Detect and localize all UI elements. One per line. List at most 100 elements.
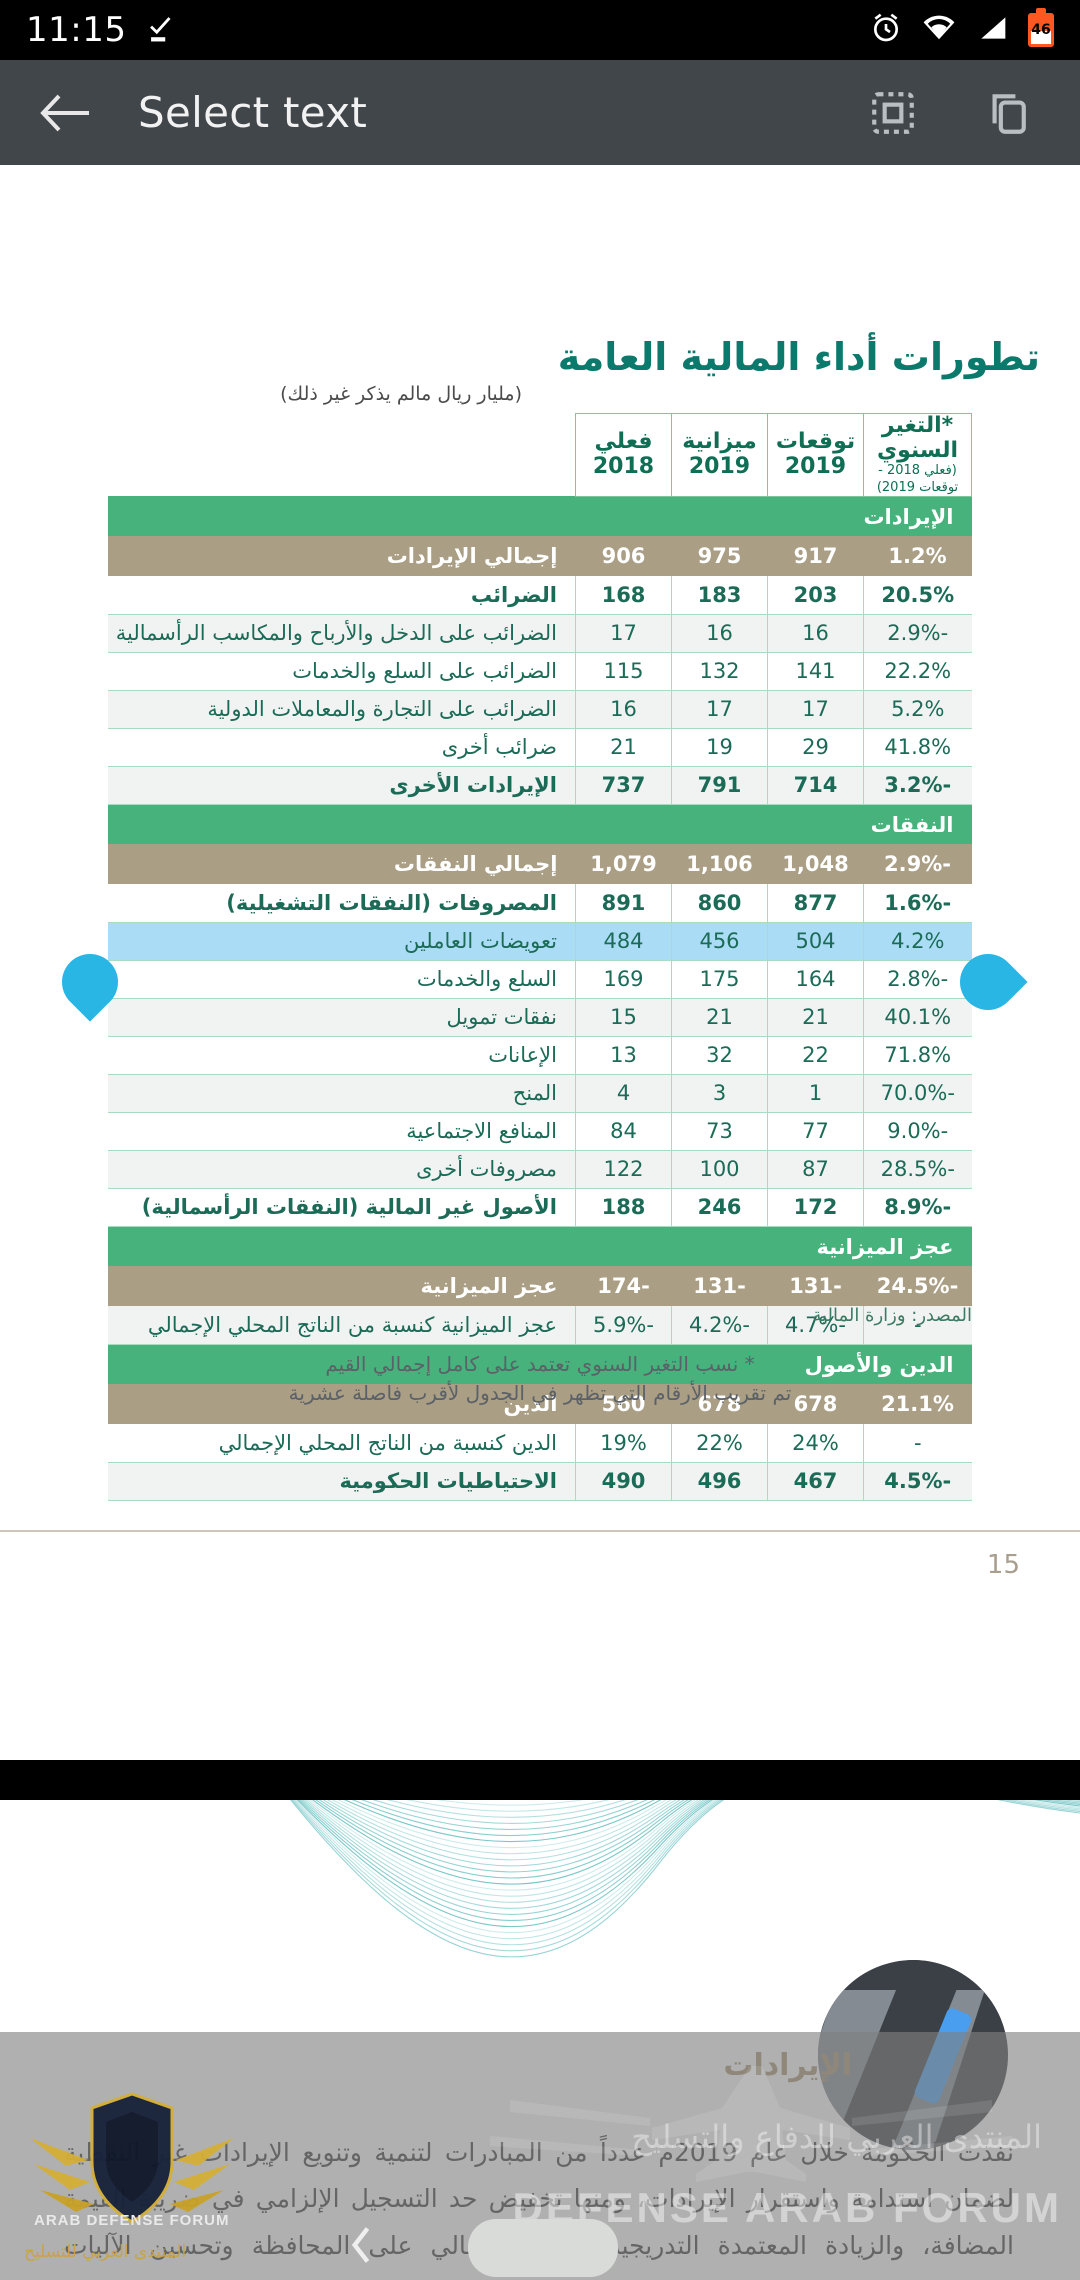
- cell-forecast-2019: 17: [767, 690, 864, 729]
- table-row[interactable]: -3.2% 714 791 737 الإيرادات الأخرى: [108, 766, 972, 805]
- header-cell-forecast-2019: توقعات 2019: [767, 413, 864, 497]
- nav-back-icon[interactable]: [340, 2223, 384, 2271]
- cell-actual-2018: 188: [575, 1188, 672, 1227]
- cell-actual-2018: 560: [575, 1384, 672, 1425]
- cell-forecast-2019: 917: [767, 536, 864, 577]
- status-left-icons: [144, 11, 178, 49]
- table-row[interactable]: 41.8% 29 19 21 ضرائب أخرى: [108, 728, 972, 767]
- alarm-icon: [870, 12, 902, 48]
- document-page[interactable]: تطورات أداء المالية العامة (مليار ريال م…: [0, 165, 1080, 1760]
- cell-change: 71.8%: [863, 1036, 972, 1075]
- cell-actual-2018: 84: [575, 1112, 672, 1151]
- cell-forecast-2019: 203: [767, 576, 864, 615]
- table-row[interactable]: - -4.7% -4.2% -5.9% عجز الميزانية كنسبة من ا…: [108, 1306, 972, 1345]
- table-row[interactable]: 22.2% 141 132 115 الضرائب على السلع والخدمات: [108, 652, 972, 691]
- cell-budget-2019: 246: [671, 1188, 768, 1227]
- wave-decoration: [290, 1800, 1080, 1958]
- header-cell-change: *التغير السنوي (فعلي 2018 - توقعات 2019): [863, 413, 972, 497]
- back-arrow-icon[interactable]: [34, 82, 96, 144]
- cell-budget-2019: 3: [671, 1074, 768, 1113]
- table-row[interactable]: 5.2% 17 17 16 الضرائب على التجارة والمعاملات…: [108, 690, 972, 729]
- cell-budget-2019: 175: [671, 960, 768, 999]
- section-band-label: النفقات: [108, 804, 972, 845]
- cell-budget-2019: 975: [671, 536, 768, 577]
- cell-actual-2018: 737: [575, 766, 672, 805]
- table-row[interactable]: الإيرادات: [108, 496, 972, 537]
- cell-budget-2019: 496: [671, 1462, 768, 1501]
- table-row[interactable]: الدين والأصول: [108, 1344, 972, 1385]
- cell-budget-2019: 100: [671, 1150, 768, 1189]
- cell-actual-2018: 17: [575, 614, 672, 653]
- table-row[interactable]: -2.8% 164 175 169 السلع والخدمات: [108, 960, 972, 999]
- header-forecast-main: توقعات: [775, 429, 856, 455]
- cell-forecast-2019: 467: [767, 1462, 864, 1501]
- cell-label: الضرائب على التجارة والمعاملات الدولية: [108, 690, 576, 729]
- table-row[interactable]: -2.9% 16 16 17 الضرائب على الدخل والأرباح وا…: [108, 614, 972, 653]
- cell-change: 20.5%: [863, 576, 972, 615]
- table-row[interactable]: 40.1% 21 21 15 نفقات تمويل: [108, 998, 972, 1037]
- footnote-2: تم تقريب الأرقام التي تظهر في الجدول لأق…: [288, 1381, 792, 1405]
- jet-watermark: [490, 2066, 1012, 2182]
- table-row[interactable]: -2.9% 1,048 1,106 1,079 إجمالي النفقات: [108, 844, 972, 885]
- cell-label: عجز الميزانية كنسبة من الناتج المحلي الإ…: [108, 1306, 576, 1345]
- page-number: 15: [986, 1550, 1020, 1580]
- cell-label: إجمالي الإيرادات: [108, 536, 576, 577]
- footnote-1: * نسب التغير السنوي تعتمد على كامل إجمال…: [325, 1352, 755, 1376]
- cell-forecast-2019: -4.7%: [767, 1306, 864, 1345]
- cell-label: الضرائب: [108, 576, 576, 615]
- table-row[interactable]: -24.5% -131 -131 -174 عجز الميزانية: [108, 1266, 972, 1307]
- table-row[interactable]: 71.8% 22 32 13 الإعانات: [108, 1036, 972, 1075]
- cell-budget-2019: 17: [671, 690, 768, 729]
- table-row[interactable]: النفقات: [108, 804, 972, 845]
- table-row[interactable]: -24% 22% 19% الدين كنسبة من الناتج المحلي ا…: [108, 1424, 972, 1463]
- app-bar-actions: [862, 82, 1036, 144]
- table-row[interactable]: 21.1% 678 678 560 الدين: [108, 1384, 972, 1425]
- cell-change: 21.1%: [863, 1384, 972, 1425]
- table-row[interactable]: -28.5% 87 100 122 مصروفات أخرى: [108, 1150, 972, 1189]
- cell-actual-2018: 19%: [575, 1424, 672, 1463]
- cell-forecast-2019: 172: [767, 1188, 864, 1227]
- cell-label: تعويضات العاملين: [108, 922, 576, 961]
- cell-actual-2018: 16: [575, 690, 672, 729]
- header-cell-label: [108, 414, 576, 497]
- cell-forecast-2019: 164: [767, 960, 864, 999]
- status-time: 11:15: [26, 10, 127, 50]
- table-row[interactable]: 4.2% 504 456 484 تعويضات العاملين: [108, 922, 972, 961]
- cell-forecast-2019: -131: [767, 1266, 864, 1307]
- cell-actual-2018: -174: [575, 1266, 672, 1307]
- cell-label: الإعانات: [108, 1036, 576, 1075]
- header-cell-budget-2019: ميزانية 2019: [671, 413, 768, 497]
- cell-change: 5.2%: [863, 690, 972, 729]
- header-forecast-year: 2019: [784, 453, 847, 479]
- table-row[interactable]: 20.5% 203 183 168 الضرائب: [108, 576, 972, 615]
- cell-label: المصروفات (النفقات التشغيلية): [108, 884, 576, 923]
- financial-table[interactable]: *التغير السنوي (فعلي 2018 - توقعات 2019)…: [108, 413, 972, 1501]
- cell-change: -2.9%: [863, 614, 972, 653]
- cell-budget-2019: 22%: [671, 1424, 768, 1463]
- cell-label: الأصول غير المالية (النفقات الرأسمالية): [108, 1188, 576, 1227]
- table-row[interactable]: -1.6% 877 860 891 المصروفات (النفقات التشغيل…: [108, 884, 972, 923]
- cell-actual-2018: 21: [575, 728, 672, 767]
- cell-forecast-2019: 1: [767, 1074, 864, 1113]
- table-row[interactable]: -9.0% 77 73 84 المنافع الاجتماعية: [108, 1112, 972, 1151]
- watermark-badge-top: ARAB DEFENSE FORUM: [34, 2212, 230, 2229]
- cell-change: -2.9%: [863, 844, 972, 885]
- battery-icon: 46: [1028, 8, 1054, 47]
- header-change-main: *التغير السنوي: [876, 413, 959, 463]
- section-band-label: الدين والأصول: [108, 1344, 972, 1385]
- cell-label: السلع والخدمات: [108, 960, 576, 999]
- cell-change: 22.2%: [863, 652, 972, 691]
- nav-home-pill[interactable]: [468, 2219, 618, 2277]
- cell-change: -: [863, 1306, 972, 1345]
- copy-icon[interactable]: [974, 82, 1036, 144]
- select-all-icon[interactable]: [862, 82, 924, 144]
- table-row[interactable]: -8.9% 172 246 188 الأصول غير المالية (النفقا…: [108, 1188, 972, 1227]
- cell-label: الاحتياطيات الحكومية: [108, 1462, 576, 1501]
- cell-actual-2018: 168: [575, 576, 672, 615]
- table-row[interactable]: -4.5% 467 496 490 الاحتياطيات الحكومية: [108, 1462, 972, 1501]
- cell-actual-2018: 891: [575, 884, 672, 923]
- table-row[interactable]: عجز الميزانية: [108, 1226, 972, 1267]
- table-row[interactable]: -70.0% 1 3 4 المنح: [108, 1074, 972, 1113]
- table-row[interactable]: 1.2% 917 975 906 إجمالي الإيرادات: [108, 536, 972, 577]
- cell-label: الضرائب على الدخل والأرباح والمكاسب الرأ…: [108, 614, 576, 653]
